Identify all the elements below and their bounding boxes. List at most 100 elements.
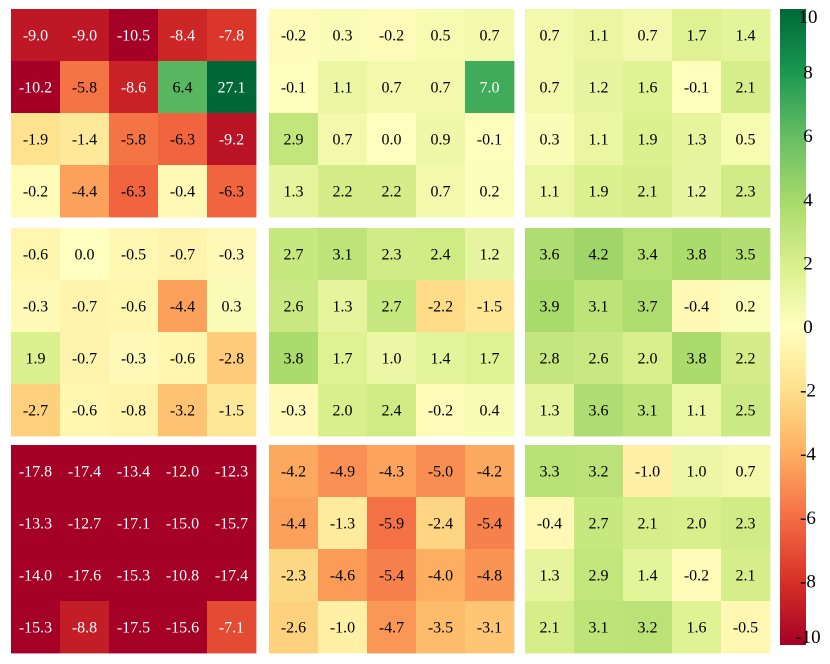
- cell-value-label: -4.6: [330, 568, 355, 585]
- cell-value-label: -4.4: [170, 299, 195, 316]
- cell-value-label: 3.1: [638, 403, 658, 420]
- cell-value-label: -13.4: [117, 464, 150, 481]
- panel-2-1: -0.6 0.0 -0.5 -0.7 -0.3 -0.3 -0.7 -0.6 -4.4 0.3 1.…: [11, 228, 257, 437]
- panel-3-2: -4.2 -4.9 -4.3 -5.0 -4.2 -4.4 -1.3 -5.9 -2.4 -5.4…: [269, 445, 515, 654]
- cell-value-label: 0.7: [638, 28, 658, 45]
- heatmap-cell: [158, 497, 208, 550]
- cell-value-label: 1.1: [333, 80, 353, 97]
- heatmap-cell: [158, 549, 208, 602]
- heatmap-cell: [158, 601, 208, 654]
- cell-value-label: -5.9: [379, 516, 404, 533]
- cell-value-label: 1.7: [480, 351, 500, 368]
- cell-value-label: -9.0: [72, 28, 97, 45]
- cell-value-label: -0.2: [428, 403, 453, 420]
- cell-value-label: -5.8: [72, 80, 97, 97]
- heatmap-cell: [60, 497, 110, 550]
- cell-value-label: 3.1: [589, 620, 609, 637]
- heatmap-cell: [416, 61, 466, 114]
- cell-value-label: -7.8: [219, 28, 244, 45]
- cell-value-label: 2.7: [382, 299, 402, 316]
- cell-value-label: 1.2: [480, 247, 500, 264]
- cell-value-label: -0.1: [684, 80, 709, 97]
- heatmap-cell: [525, 113, 575, 166]
- cell-value-label: -0.6: [121, 299, 146, 316]
- colorbar-ticks: 10 8 6 4 2 0 -2 -4 -6 -8 -10: [795, 7, 820, 648]
- heatmap-cell: [721, 228, 771, 281]
- cell-value-label: 2.2: [736, 351, 756, 368]
- cell-value-label: 3.7: [638, 299, 658, 316]
- cell-value-label: -10.5: [117, 28, 150, 45]
- cell-value-label: -0.5: [121, 247, 146, 264]
- heatmap-cell: [465, 332, 515, 385]
- heatmap-cell: [207, 113, 257, 166]
- heatmap-cell: [574, 61, 624, 114]
- cell-value-label: 3.6: [540, 247, 560, 264]
- heatmap-cell: [11, 113, 61, 166]
- heatmap-cell: [60, 280, 110, 333]
- heatmap-cell: [623, 445, 673, 498]
- cell-value-label: -15.0: [166, 516, 199, 533]
- heatmap-cell: [60, 9, 110, 62]
- heatmap-cell: [269, 280, 319, 333]
- heatmap-cell: [721, 9, 771, 62]
- cell-value-label: 3.8: [687, 247, 707, 264]
- cell-value-label: 7.0: [480, 80, 500, 97]
- heatmap-cell: [623, 280, 673, 333]
- heatmap-cell: [269, 549, 319, 602]
- cell-value-label: -4.2: [477, 464, 502, 481]
- heatmap-cell: [11, 601, 61, 654]
- cell-value-label: -0.1: [477, 132, 502, 149]
- cell-value-label: -0.6: [170, 351, 195, 368]
- heatmap-cell: [416, 113, 466, 166]
- heatmap-cell: [11, 384, 61, 437]
- heatmap-cell: [318, 9, 368, 62]
- heatmap-cell: [11, 9, 61, 62]
- cell-value-label: 1.3: [540, 403, 560, 420]
- heatmap-cell: [416, 280, 466, 333]
- cell-value-label: -15.3: [19, 620, 52, 637]
- heatmap-cell: [416, 384, 466, 437]
- heatmap-cell: [109, 280, 159, 333]
- heatmap-cell: [11, 497, 61, 550]
- cell-value-label: -12.0: [166, 464, 199, 481]
- heatmap-cell: [721, 497, 771, 550]
- cell-value-label: -12.7: [68, 516, 101, 533]
- heatmap-cell: [318, 445, 368, 498]
- cell-value-label: 3.2: [589, 464, 609, 481]
- cell-value-label: 0.7: [540, 80, 560, 97]
- cell-value-label: 3.4: [638, 247, 658, 264]
- cell-value-label: 0.5: [431, 28, 451, 45]
- heatmap-cell: [525, 228, 575, 281]
- cell-value-label: 0.9: [431, 132, 451, 149]
- heatmap-cell: [367, 61, 417, 114]
- heatmap-cell: [525, 445, 575, 498]
- heatmap-cell: [672, 497, 722, 550]
- heatmap-cell: [416, 332, 466, 385]
- cell-value-label: -0.4: [170, 184, 195, 201]
- heatmap-cell: [574, 445, 624, 498]
- heatmap-cell: [465, 280, 515, 333]
- cell-value-label: 2.5: [736, 403, 756, 420]
- heatmap-cell: [721, 601, 771, 654]
- heatmap-cell: [525, 549, 575, 602]
- heatmap-cell: [60, 384, 110, 437]
- heatmap-cell: [367, 113, 417, 166]
- heatmap-cell: [109, 61, 159, 114]
- heatmap-cell: [574, 332, 624, 385]
- cell-value-label: 2.1: [638, 184, 658, 201]
- heatmap-cell: [525, 332, 575, 385]
- cell-value-label: 1.0: [687, 464, 707, 481]
- cell-value-label: 3.6: [589, 403, 609, 420]
- heatmap-cell: [269, 445, 319, 498]
- cell-value-label: -0.4: [537, 516, 562, 533]
- heatmap-cell: [158, 384, 208, 437]
- cell-value-label: 2.1: [540, 620, 560, 637]
- colorbar-tick-label: 0: [803, 317, 813, 338]
- heatmap-cell: [721, 61, 771, 114]
- cell-value-label: -14.0: [19, 568, 52, 585]
- heatmap-cell: [623, 549, 673, 602]
- heatmap-cell: [109, 497, 159, 550]
- heatmap-cell: [207, 61, 257, 114]
- heatmap-cell: [158, 113, 208, 166]
- cell-value-label: -4.4: [281, 516, 306, 533]
